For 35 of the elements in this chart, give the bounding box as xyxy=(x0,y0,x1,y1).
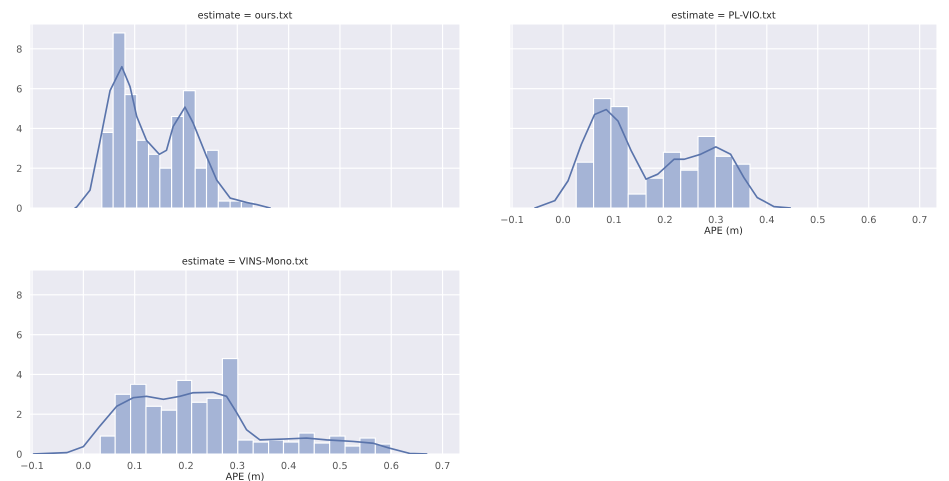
x-tick-label: 0.6 xyxy=(384,462,398,470)
x-tick-label: 0.2 xyxy=(658,216,672,224)
y-tick-label: 0 xyxy=(16,204,22,212)
x-tick-label: 0.1 xyxy=(128,462,142,470)
line-series xyxy=(32,392,428,454)
x-tick-label: 0.2 xyxy=(178,462,193,470)
y-tick-label: 6 xyxy=(16,85,22,92)
chart-title: estimate = PL-VIO.txt xyxy=(672,11,776,19)
x-tick-label: 0.1 xyxy=(606,216,621,224)
x-tick-label: 0.3 xyxy=(230,462,244,470)
x-tick-label: 0.6 xyxy=(862,216,876,224)
line-series xyxy=(74,66,271,208)
x-tick-label: 0.7 xyxy=(435,462,450,470)
y-tick-label: 8 xyxy=(16,45,22,53)
y-tick-label: 8 xyxy=(16,291,22,299)
x-tick-label: −0.1 xyxy=(21,462,43,470)
x-tick-label: 0.5 xyxy=(332,462,347,470)
y-tick-label: 4 xyxy=(16,371,22,378)
x-tick-label: 0.5 xyxy=(810,216,825,224)
x-axis-title: APE (m) xyxy=(704,226,742,236)
x-tick-label: 0.4 xyxy=(282,462,296,470)
x-tick-label: 0.4 xyxy=(760,216,774,224)
x-tick-label: 0.7 xyxy=(912,216,927,224)
chart-title: estimate = ours.txt xyxy=(198,11,292,19)
y-tick-label: 2 xyxy=(16,164,22,172)
y-tick-label: 4 xyxy=(16,125,22,132)
y-tick-label: 6 xyxy=(16,331,22,338)
y-tick-label: 0 xyxy=(16,450,22,458)
x-tick-label: 0.0 xyxy=(76,462,90,470)
x-tick-label: 0.0 xyxy=(556,216,570,224)
y-tick-label: 2 xyxy=(16,410,22,418)
x-axis-title: APE (m) xyxy=(226,472,264,481)
x-tick-label: −0.1 xyxy=(501,216,523,224)
chart-title: estimate = VINS-Mono.txt xyxy=(182,257,308,265)
x-tick-label: 0.3 xyxy=(708,216,723,224)
